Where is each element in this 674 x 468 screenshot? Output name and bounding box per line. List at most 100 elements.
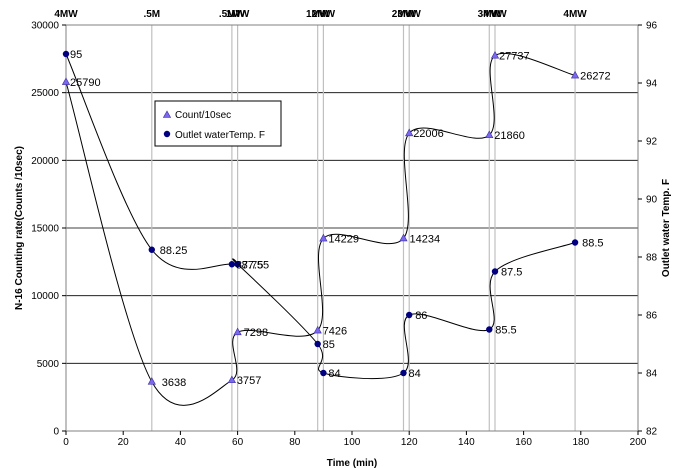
y-tick-label: 20000 bbox=[31, 156, 59, 167]
count-point bbox=[490, 50, 500, 59]
series-curves bbox=[65, 53, 576, 406]
temp-data-label: 87.75 bbox=[236, 259, 264, 271]
temp-point bbox=[228, 261, 236, 268]
temp-data-label: 84 bbox=[328, 368, 340, 380]
count-data-label: 7426 bbox=[323, 326, 347, 338]
x-axis-title: Time (min) bbox=[327, 458, 377, 468]
temp-data-label: 88.25 bbox=[160, 245, 188, 257]
y-tick-label: 15000 bbox=[31, 224, 59, 235]
series-markers bbox=[61, 50, 580, 385]
y2-axis-title: Outlet water Temp. F bbox=[661, 179, 672, 277]
count-data-label: 27737 bbox=[499, 51, 530, 63]
legend-label-temp: Outlet waterTemp. F bbox=[175, 130, 265, 141]
y-axis-title: N-16 Counting rate(Counts /10sec) bbox=[14, 146, 25, 310]
series-curve bbox=[65, 53, 576, 380]
power-level-label: 2MW bbox=[312, 9, 336, 20]
power-level-label: 3MW bbox=[398, 9, 422, 20]
legend-marker-circle bbox=[163, 130, 171, 138]
count-data-label: 7298 bbox=[244, 327, 268, 339]
x-tick-label: 20 bbox=[118, 437, 130, 448]
legend: Count/10sec Outlet waterTemp. F bbox=[154, 100, 282, 147]
series-curve bbox=[65, 53, 576, 406]
power-change-lines bbox=[151, 25, 576, 431]
x-tick-label: 0 bbox=[63, 437, 69, 448]
count-data-label: 26272 bbox=[580, 70, 611, 82]
count-point bbox=[61, 77, 71, 85]
y2-tick-label: 88 bbox=[646, 253, 658, 264]
power-level-label: .5MW bbox=[219, 9, 246, 20]
temp-data-label: 85.5 bbox=[495, 325, 516, 337]
x-tick-label: 180 bbox=[572, 437, 589, 448]
power-level-label: 4MW bbox=[54, 9, 78, 20]
legend-label-count: Count/10sec bbox=[175, 110, 231, 121]
count-point bbox=[319, 233, 328, 242]
count-point bbox=[313, 325, 322, 334]
power-level-label: 1MW bbox=[306, 9, 330, 20]
count-data-label: 25790 bbox=[70, 77, 101, 89]
power-level-label: .5M bbox=[143, 9, 160, 20]
legend-marker-triangle bbox=[162, 110, 172, 118]
temp-point bbox=[406, 311, 413, 319]
count-point bbox=[399, 233, 408, 242]
count-data-label: 22006 bbox=[413, 128, 444, 140]
x-tick-label: 60 bbox=[232, 437, 244, 448]
temp-data-label: 85 bbox=[323, 339, 335, 351]
temp-data-label: 87.5 bbox=[501, 267, 522, 279]
count-point bbox=[570, 70, 580, 79]
legend-box bbox=[154, 100, 282, 147]
x-tick-label: 80 bbox=[289, 437, 301, 448]
x-tick-label: 100 bbox=[344, 437, 361, 448]
y-tick-label: 5000 bbox=[37, 359, 60, 370]
temp-point bbox=[486, 326, 493, 333]
y2-tick-label: 86 bbox=[646, 311, 658, 322]
x-tick-label: 40 bbox=[175, 437, 187, 448]
count-data-label: 3638 bbox=[162, 377, 186, 389]
y-tick-label: 30000 bbox=[31, 21, 59, 32]
temp-data-label: 95 bbox=[70, 49, 82, 61]
power-level-label: 4MW bbox=[483, 9, 507, 20]
count-point bbox=[405, 128, 414, 137]
temp-data-label: 87.55 bbox=[242, 259, 270, 271]
temp-data-label: 88.5 bbox=[582, 238, 603, 250]
temp-point bbox=[571, 239, 579, 246]
y2-tick-label: 94 bbox=[646, 79, 658, 90]
count-data-label: 14234 bbox=[409, 233, 440, 245]
y2-tick-label: 90 bbox=[646, 195, 658, 206]
temp-point bbox=[148, 246, 155, 253]
temp-point bbox=[491, 268, 499, 275]
temp-point bbox=[62, 50, 70, 58]
y2-tick-label: 96 bbox=[646, 21, 658, 32]
y2-tick-label: 82 bbox=[646, 427, 658, 438]
x-tick-label: 140 bbox=[458, 437, 475, 448]
y2-tick-label: 92 bbox=[646, 137, 658, 148]
y-tick-label: 25000 bbox=[31, 88, 59, 99]
axis-ticks: 0 20 40 60 80 100 120 140 160 180 200 0 5000 10000 150… bbox=[31, 21, 657, 449]
temp-point bbox=[234, 261, 241, 268]
temp-data-label: 86 bbox=[415, 310, 427, 322]
x-tick-label: 200 bbox=[630, 437, 647, 448]
power-level-label: 3MW bbox=[478, 9, 502, 20]
y-tick-label: 10000 bbox=[31, 291, 59, 302]
y-tick-label: 0 bbox=[53, 427, 59, 438]
y2-tick-label: 84 bbox=[646, 369, 658, 380]
count-point bbox=[227, 375, 236, 384]
temp-data-label: 84 bbox=[408, 368, 420, 380]
count-data-label: 3757 bbox=[237, 375, 261, 387]
count-data-label: 21860 bbox=[494, 130, 525, 142]
count-data-label: 14229 bbox=[328, 233, 359, 245]
gridlines bbox=[66, 92, 638, 364]
x-tick-label: 120 bbox=[401, 437, 418, 448]
power-level-label: 4MW bbox=[563, 9, 587, 20]
count-point bbox=[233, 327, 242, 336]
temp-point bbox=[400, 369, 407, 377]
count-point bbox=[147, 377, 156, 385]
data-labels: 25790 3638 3757 7298 7426 14229 14234 22006 2186… bbox=[70, 49, 611, 389]
x-tick-label: 160 bbox=[515, 437, 532, 448]
temp-point bbox=[320, 369, 327, 377]
temp-point bbox=[314, 340, 321, 348]
power-level-label: 1MW bbox=[226, 9, 250, 20]
count-point bbox=[485, 130, 494, 139]
power-level-label: 2MW bbox=[392, 9, 416, 20]
